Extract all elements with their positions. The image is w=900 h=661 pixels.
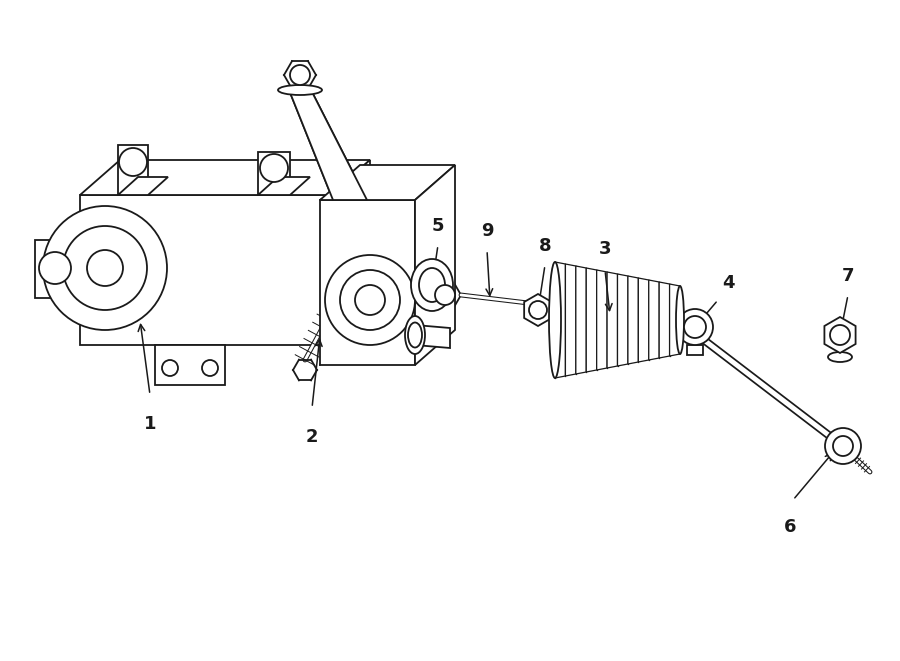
Polygon shape bbox=[638, 278, 649, 362]
Polygon shape bbox=[597, 270, 608, 370]
Circle shape bbox=[435, 285, 455, 305]
Polygon shape bbox=[824, 317, 856, 353]
Ellipse shape bbox=[419, 268, 445, 302]
Circle shape bbox=[529, 301, 547, 319]
Text: 7: 7 bbox=[842, 267, 854, 285]
Polygon shape bbox=[118, 145, 148, 195]
Text: 4: 4 bbox=[722, 274, 734, 292]
Text: 5: 5 bbox=[432, 217, 445, 235]
Polygon shape bbox=[524, 294, 552, 326]
Ellipse shape bbox=[676, 286, 684, 354]
Ellipse shape bbox=[405, 316, 425, 354]
Polygon shape bbox=[118, 177, 168, 195]
Polygon shape bbox=[555, 262, 565, 378]
Circle shape bbox=[162, 360, 178, 376]
Text: 1: 1 bbox=[144, 415, 157, 433]
Polygon shape bbox=[415, 325, 450, 348]
Polygon shape bbox=[586, 268, 597, 372]
Circle shape bbox=[340, 270, 400, 330]
Circle shape bbox=[355, 285, 385, 315]
Circle shape bbox=[43, 206, 167, 330]
Circle shape bbox=[63, 226, 147, 310]
Polygon shape bbox=[80, 195, 330, 345]
Polygon shape bbox=[608, 272, 617, 368]
Polygon shape bbox=[659, 282, 670, 358]
Circle shape bbox=[825, 428, 861, 464]
Polygon shape bbox=[320, 200, 415, 365]
Polygon shape bbox=[258, 177, 310, 195]
Ellipse shape bbox=[411, 259, 453, 311]
Polygon shape bbox=[155, 345, 225, 385]
Ellipse shape bbox=[408, 323, 422, 348]
Polygon shape bbox=[258, 152, 290, 195]
Text: 6: 6 bbox=[784, 518, 796, 536]
Circle shape bbox=[677, 309, 713, 345]
Text: 9: 9 bbox=[481, 222, 493, 240]
Circle shape bbox=[830, 325, 850, 345]
Polygon shape bbox=[289, 90, 367, 200]
Text: 3: 3 bbox=[598, 240, 611, 258]
Polygon shape bbox=[80, 160, 370, 195]
Circle shape bbox=[119, 148, 147, 176]
Text: 8: 8 bbox=[539, 237, 552, 255]
Circle shape bbox=[87, 250, 123, 286]
Polygon shape bbox=[330, 160, 370, 345]
Ellipse shape bbox=[549, 262, 561, 378]
Polygon shape bbox=[320, 165, 455, 200]
Circle shape bbox=[39, 252, 71, 284]
Circle shape bbox=[290, 65, 310, 85]
Polygon shape bbox=[565, 264, 576, 376]
Polygon shape bbox=[617, 274, 628, 366]
Polygon shape bbox=[415, 165, 455, 365]
Circle shape bbox=[684, 316, 706, 338]
Ellipse shape bbox=[278, 85, 322, 95]
Circle shape bbox=[260, 154, 288, 182]
Text: 2: 2 bbox=[306, 428, 319, 446]
Circle shape bbox=[833, 436, 853, 456]
Polygon shape bbox=[649, 280, 659, 360]
Polygon shape bbox=[687, 345, 703, 355]
Polygon shape bbox=[628, 276, 638, 364]
Ellipse shape bbox=[828, 352, 852, 362]
Polygon shape bbox=[576, 266, 586, 374]
Circle shape bbox=[325, 255, 415, 345]
Polygon shape bbox=[35, 240, 75, 298]
Polygon shape bbox=[670, 284, 680, 356]
Circle shape bbox=[202, 360, 218, 376]
